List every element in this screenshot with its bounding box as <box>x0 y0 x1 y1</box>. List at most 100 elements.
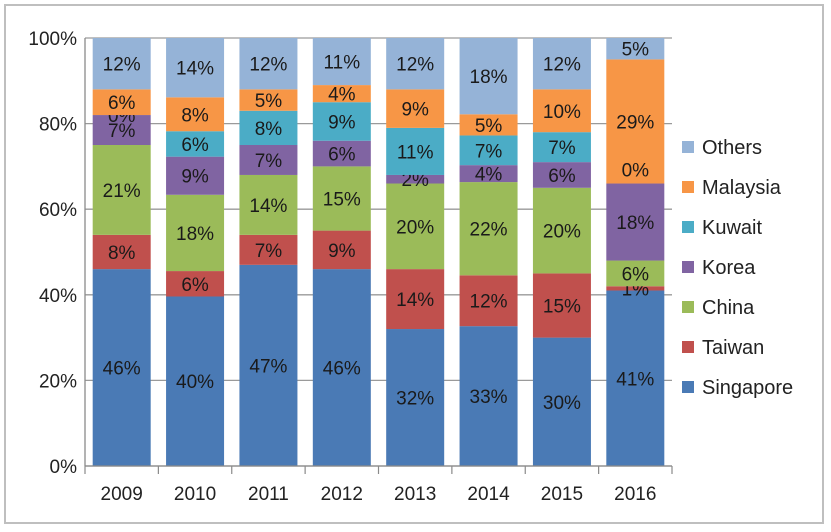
bar-segment-singapore <box>532 337 591 466</box>
bar-segment-korea <box>459 165 518 183</box>
bar-segment-korea <box>606 183 665 261</box>
data-label: 5% <box>475 116 503 137</box>
bar-segment-korea <box>386 174 445 184</box>
bar-segment-others <box>312 38 371 86</box>
y-tick-label: 40% <box>39 286 77 307</box>
data-label: 15% <box>543 297 581 318</box>
bar-segment-malaysia <box>532 89 591 133</box>
data-label: 12% <box>396 55 434 76</box>
bar-segment-china <box>239 174 298 235</box>
x-tick-label: 2015 <box>541 484 583 505</box>
legend-swatch-korea <box>682 261 694 273</box>
data-label: 8% <box>181 105 209 126</box>
bar-segment-others <box>239 38 298 90</box>
bar-segment-taiwan <box>459 275 518 327</box>
legend-label-taiwan: Taiwan <box>702 337 764 359</box>
y-tick-label: 100% <box>28 29 77 50</box>
data-label: 12% <box>543 55 581 76</box>
data-label: 6% <box>181 135 209 156</box>
legend-swatch-others <box>682 141 694 153</box>
bar-segment-taiwan <box>312 230 371 270</box>
bar-segment-korea <box>532 162 591 188</box>
data-label: 7% <box>255 151 283 172</box>
bar-segment-kuwait <box>532 132 591 163</box>
data-label: 9% <box>401 100 429 121</box>
data-label: 6% <box>548 166 576 187</box>
bar-segment-kuwait <box>166 131 225 157</box>
data-label: 11% <box>397 142 434 163</box>
data-label: 20% <box>396 217 434 238</box>
y-tick-label: 20% <box>39 371 77 392</box>
bar-segment-kuwait <box>239 110 298 145</box>
bar-segment-malaysia <box>386 89 445 128</box>
bar-segment-malaysia <box>459 114 518 136</box>
bar-segment-china <box>532 187 591 274</box>
data-label: 12% <box>103 55 141 76</box>
data-label: 22% <box>470 220 508 241</box>
bar-segment-singapore <box>386 329 445 466</box>
bar-segment-taiwan <box>532 273 591 338</box>
data-label: 46% <box>323 359 361 380</box>
data-label: 21% <box>103 181 141 202</box>
bar-segment-malaysia <box>606 59 665 184</box>
data-label: 6% <box>328 145 356 166</box>
x-tick-label: 2014 <box>467 484 510 505</box>
data-label: 29% <box>616 112 654 133</box>
data-label: 47% <box>249 356 287 377</box>
data-label: 4% <box>328 85 356 106</box>
y-tick-label: 80% <box>39 115 77 136</box>
bar-segment-kuwait <box>312 102 371 141</box>
data-label: 6% <box>622 264 650 285</box>
bar-segment-kuwait <box>386 127 445 175</box>
bar-segment-taiwan <box>239 234 298 265</box>
bar-segment-taiwan <box>92 234 151 270</box>
bar-segment-taiwan <box>166 271 225 297</box>
bar-segment-taiwan <box>386 269 445 330</box>
x-tick-label: 2016 <box>614 484 656 505</box>
bar-segment-singapore <box>166 296 225 466</box>
data-label: 2% <box>401 170 429 191</box>
data-label: 9% <box>181 167 209 188</box>
y-tick-label: 0% <box>50 457 78 478</box>
bar-segment-china <box>606 260 665 287</box>
bar-segment-singapore <box>606 290 665 466</box>
legend-swatch-singapore <box>682 381 694 393</box>
bar-segment-malaysia <box>166 97 225 132</box>
x-tick-label: 2011 <box>248 484 289 505</box>
data-label: 20% <box>543 222 581 243</box>
data-label: 40% <box>176 372 214 393</box>
bar-segment-singapore <box>92 269 151 466</box>
bar-segment-others <box>92 38 151 90</box>
data-label: 5% <box>255 91 283 112</box>
legend-swatch-malaysia <box>682 181 694 193</box>
data-label: 18% <box>470 67 508 88</box>
data-label: 9% <box>328 241 356 262</box>
y-tick-label: 60% <box>39 200 77 221</box>
bar-segment-others <box>386 38 445 90</box>
x-tick-label: 2010 <box>174 484 216 505</box>
data-label: 41% <box>616 369 654 390</box>
legend-swatch-china <box>682 301 694 313</box>
data-label: 7% <box>255 241 283 262</box>
data-label: 7% <box>475 141 503 162</box>
x-tick-label: 2009 <box>101 484 143 505</box>
data-label: 18% <box>176 224 214 245</box>
data-label: 8% <box>108 243 136 264</box>
bar-segment-others <box>459 38 518 115</box>
data-label: 0% <box>622 161 650 182</box>
data-label: 6% <box>181 275 209 296</box>
data-label: 11% <box>324 53 361 74</box>
bar-segment-singapore <box>459 326 518 466</box>
bar-segment-korea <box>92 115 151 145</box>
legend-swatch-taiwan <box>682 341 694 353</box>
x-tick-label: 2012 <box>321 484 363 505</box>
data-label: 15% <box>323 190 361 211</box>
bar-segment-singapore <box>312 269 371 466</box>
data-label: 14% <box>249 196 287 217</box>
legend-label-others: Others <box>702 137 762 159</box>
bar-segment-korea <box>312 140 371 167</box>
data-label: 32% <box>396 389 434 410</box>
bar-segment-malaysia <box>312 85 371 103</box>
data-label: 7% <box>548 138 576 159</box>
